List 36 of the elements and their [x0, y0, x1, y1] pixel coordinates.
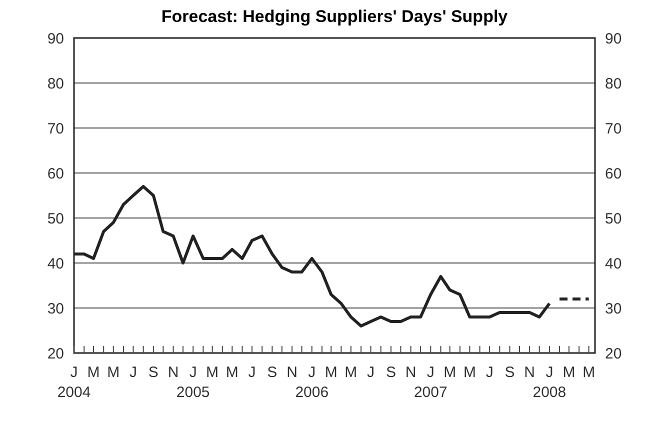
x-tick-label: M: [463, 364, 476, 381]
x-tick-label: J: [486, 364, 494, 381]
x-tick-label: N: [405, 364, 416, 381]
x-tick-label: M: [562, 364, 576, 381]
y2-tick-label: 50: [605, 210, 622, 228]
x-tick-label: J: [129, 364, 137, 381]
x-tick-label: J: [367, 364, 375, 381]
y-tick-label: 40: [47, 255, 64, 272]
x-tick-label: M: [107, 364, 120, 381]
y-tick-label: 70: [47, 120, 64, 138]
y-tick-label: 60: [47, 165, 64, 182]
y-tick-label: 80: [47, 75, 64, 92]
x-tick-label: S: [386, 364, 396, 381]
y-tick-label: 90: [47, 30, 64, 48]
x-tick-label: N: [168, 364, 179, 381]
y2-tick-label: 80: [605, 75, 622, 92]
x-tick-label: S: [148, 364, 158, 381]
y2-tick-label: 70: [605, 120, 622, 138]
x-tick-label: M: [87, 364, 100, 381]
x-tick-label: M: [344, 364, 358, 381]
y-tick-label: 30: [47, 300, 64, 318]
x-tick-label: N: [286, 364, 298, 381]
x-tick-label: N: [524, 364, 536, 381]
y2-tick-label: 20: [605, 345, 622, 362]
x-tick-label: S: [504, 364, 515, 381]
chart-title: Forecast: Hedging Suppliers' Days' Supply: [161, 7, 508, 26]
y2-tick-label: 90: [605, 30, 622, 48]
x-tick-label: J: [248, 364, 256, 381]
y2-tick-label: 60: [605, 165, 622, 182]
y2-tick-label: 30: [605, 300, 622, 318]
y-tick-label: 50: [47, 210, 64, 228]
y-tick-label: 20: [47, 345, 64, 362]
x-tick-label: S: [267, 364, 278, 381]
x-tick-label: M: [582, 364, 596, 381]
y2-tick-label: 40: [605, 255, 622, 272]
x-tick-label: M: [226, 364, 238, 381]
